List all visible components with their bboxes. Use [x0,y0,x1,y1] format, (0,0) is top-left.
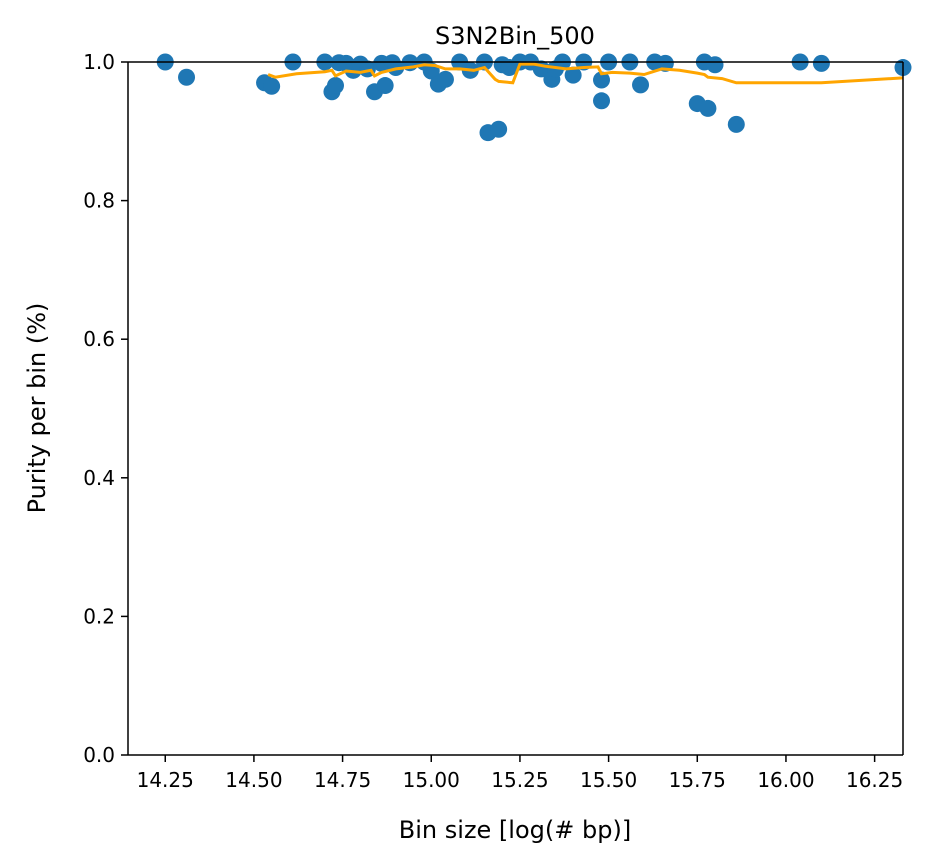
y-axis-title: Purity per bin (%) [23,303,51,514]
y-tick-label: 0.4 [83,466,115,490]
x-tick-label: 14.25 [137,768,194,792]
x-tick-label: 15.75 [669,768,726,792]
scatter-point [376,77,394,95]
y-axis-ticks: 0.0 0.2 0.4 0.6 0.8 1.0 [83,50,128,767]
scatter-point [593,71,611,89]
scatter-point [699,99,717,117]
y-tick-label: 0.6 [83,327,115,351]
trend-line [267,62,904,85]
scatter-point [178,68,196,86]
scatter-point [564,66,582,84]
scatter-point [593,92,611,110]
scatter-point [436,70,454,88]
scatter-point [632,76,650,94]
x-tick-label: 15.00 [403,768,460,792]
x-axis-ticks: 14.25 14.50 14.75 15.00 15.25 15.50 15.75 16.00… [137,755,903,792]
scatter-point [490,120,508,138]
x-tick-label: 15.25 [491,768,548,792]
x-tick-label: 16.25 [846,768,903,792]
x-tick-label: 16.00 [757,768,814,792]
x-axis-title: Bin size [log(# bp)] [399,816,631,844]
scatter-point [706,56,724,74]
chart-title: S3N2Bin_500 [435,22,595,50]
y-tick-label: 0.0 [83,743,115,767]
x-tick-label: 14.50 [225,768,282,792]
scatter-point [326,77,344,95]
x-tick-label: 15.50 [580,768,637,792]
scatter-point [263,77,281,95]
y-tick-label: 1.0 [83,50,115,74]
plot-area [128,62,903,755]
scatter-point [812,54,830,72]
scatter-point [727,115,745,133]
y-tick-label: 0.2 [83,604,115,628]
x-tick-label: 14.75 [314,768,371,792]
y-tick-label: 0.8 [83,189,115,213]
